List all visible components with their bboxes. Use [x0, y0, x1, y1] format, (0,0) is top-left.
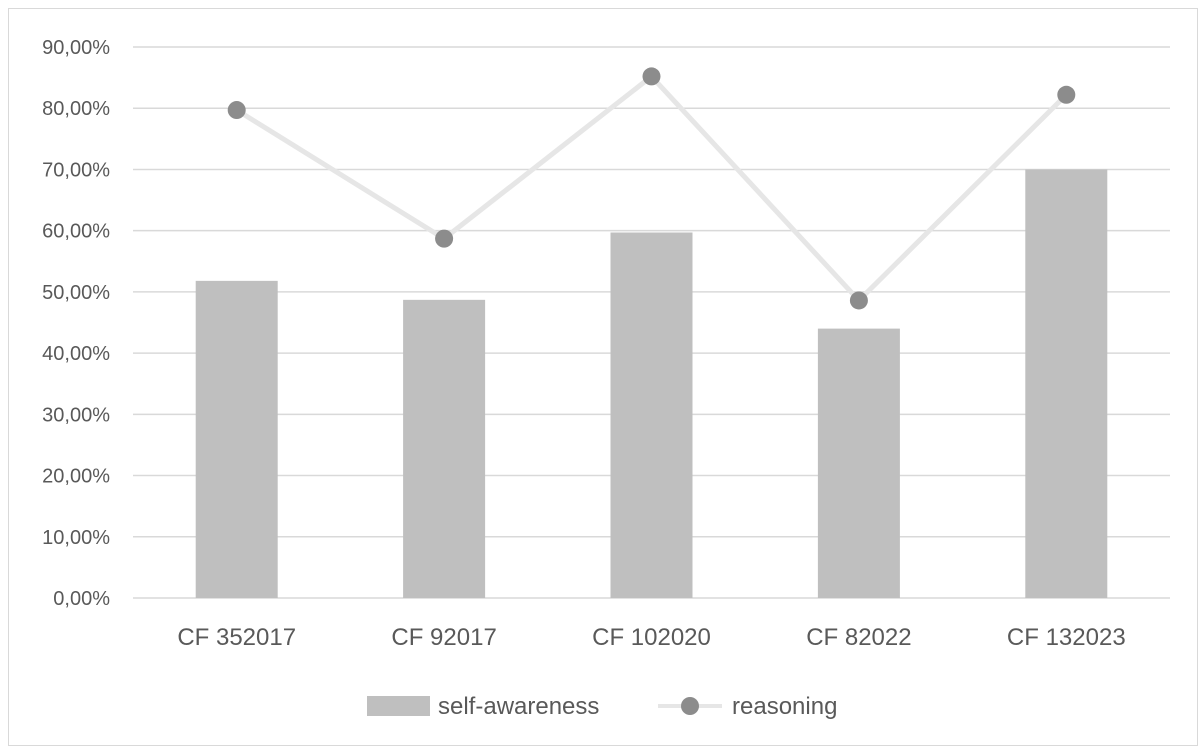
y-tick-label: 20,00% — [42, 466, 110, 488]
bar-self-awareness — [195, 280, 278, 598]
x-category-label: CF 82022 — [806, 624, 911, 651]
bar-self-awareness — [817, 328, 900, 598]
y-tick-label: 50,00% — [42, 282, 110, 304]
bar-self-awareness — [610, 232, 693, 598]
y-tick-label: 70,00% — [42, 159, 110, 181]
point-reasoning — [435, 229, 454, 248]
x-category-label: CF 352017 — [177, 624, 296, 651]
x-category-label: CF 92017 — [391, 624, 496, 651]
x-axis-category-labels: CF 352017 CF 92017 CF 102020 CF 82022 CF 132… — [177, 624, 1125, 651]
legend-swatch-self-awareness — [367, 696, 430, 716]
x-category-label: CF 132023 — [1007, 624, 1126, 651]
legend-label-reasoning: reasoning — [732, 693, 837, 720]
point-reasoning — [642, 67, 661, 86]
point-reasoning — [1057, 85, 1076, 104]
point-reasoning — [227, 101, 246, 120]
y-tick-label: 30,00% — [42, 404, 110, 426]
legend-marker-reasoning — [681, 697, 699, 715]
legend-label-self-awareness: self-awareness — [438, 693, 599, 720]
y-tick-label: 60,00% — [42, 221, 110, 243]
legend: self-awareness reasoning — [367, 693, 837, 720]
y-tick-label: 10,00% — [42, 527, 110, 549]
y-tick-label: 80,00% — [42, 98, 110, 120]
line-series-reasoning — [227, 67, 1076, 310]
y-axis-tick-labels: 0,00% 10,00% 20,00% 30,00% 40,00% 50,00% 60,00… — [42, 37, 110, 610]
x-category-label: CF 102020 — [592, 624, 711, 651]
bar-self-awareness — [403, 299, 486, 598]
y-tick-label: 90,00% — [42, 37, 110, 59]
point-reasoning — [849, 291, 868, 310]
gridlines — [133, 46, 1170, 599]
y-tick-label: 0,00% — [53, 588, 110, 610]
y-tick-label: 40,00% — [42, 343, 110, 365]
bar-series-self-awareness — [195, 169, 1108, 598]
bar-self-awareness — [1025, 169, 1108, 598]
